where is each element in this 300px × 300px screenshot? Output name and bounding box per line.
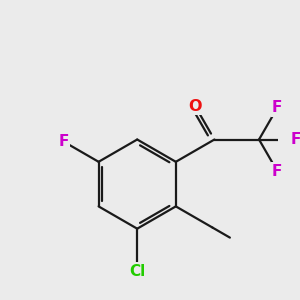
Text: F: F bbox=[272, 164, 283, 179]
Text: O: O bbox=[189, 99, 202, 114]
Text: F: F bbox=[272, 100, 283, 115]
Text: Cl: Cl bbox=[129, 263, 145, 278]
Text: F: F bbox=[58, 134, 69, 149]
Text: F: F bbox=[290, 132, 300, 147]
